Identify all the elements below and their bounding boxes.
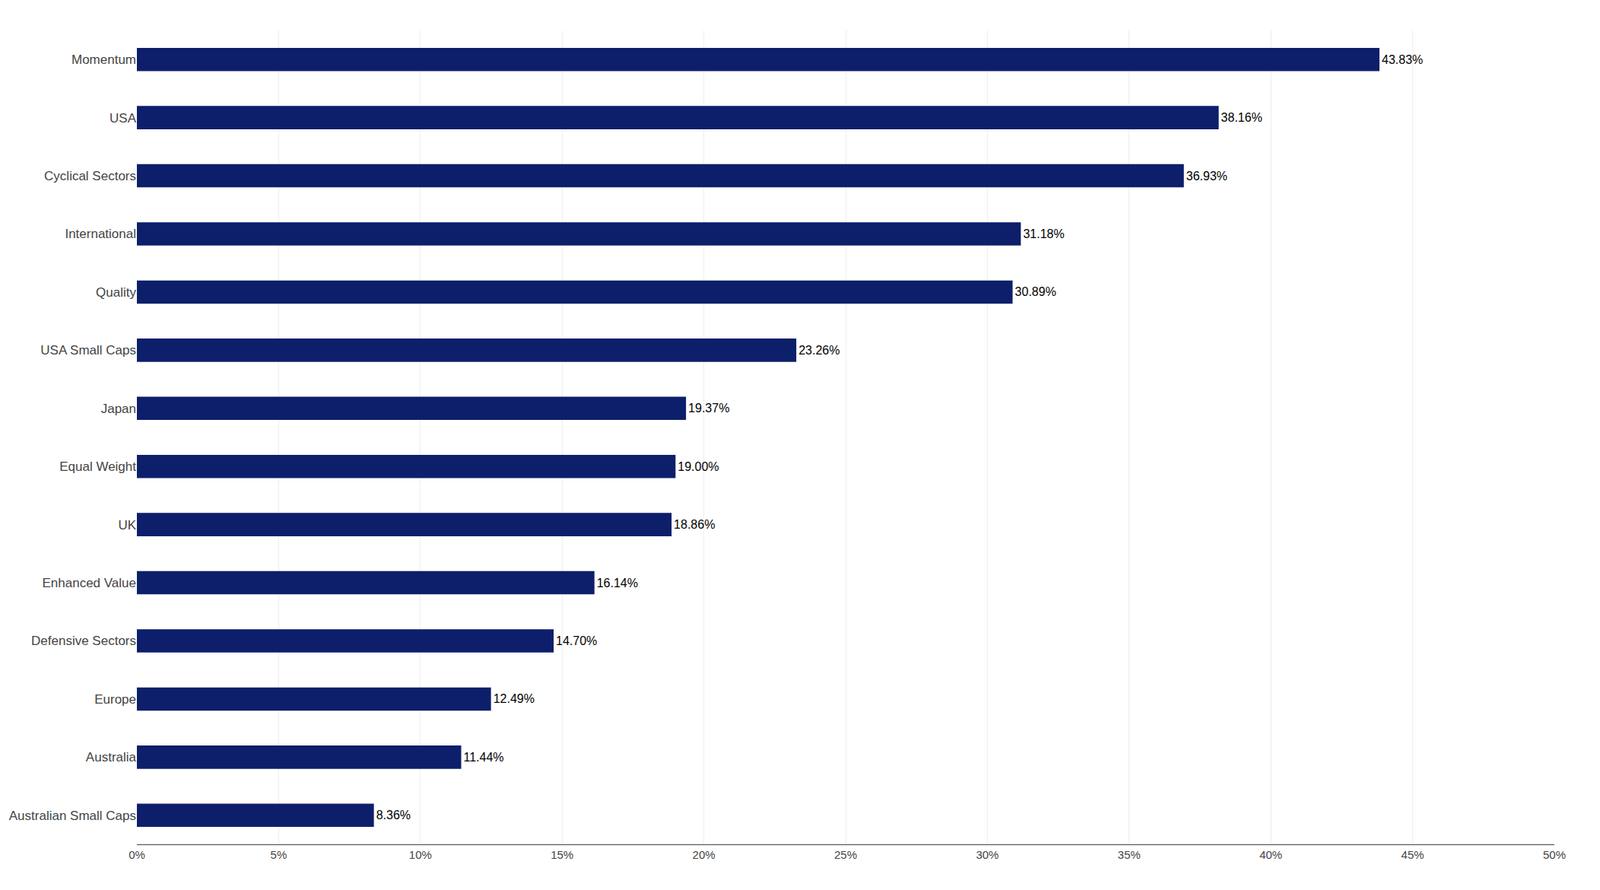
- svg-text:Momentum: Momentum: [71, 52, 137, 67]
- svg-text:15%: 15%: [550, 847, 574, 861]
- svg-text:23.26%: 23.26%: [798, 343, 840, 357]
- svg-text:5%: 5%: [270, 847, 288, 861]
- svg-text:30.89%: 30.89%: [1015, 285, 1057, 299]
- svg-text:10%: 10%: [409, 847, 432, 861]
- svg-text:19.37%: 19.37%: [688, 401, 730, 415]
- svg-text:Quality: Quality: [95, 285, 137, 300]
- svg-text:50%: 50%: [1542, 847, 1566, 861]
- svg-text:8.36%: 8.36%: [376, 808, 411, 822]
- svg-text:Europe: Europe: [94, 692, 137, 707]
- svg-text:36.93%: 36.93%: [1186, 169, 1228, 183]
- svg-text:UK: UK: [117, 517, 137, 533]
- svg-text:Enhanced Value: Enhanced Value: [41, 575, 137, 591]
- svg-text:Defensive Sectors: Defensive Sectors: [31, 633, 137, 648]
- svg-text:Australian Small Caps: Australian Small Caps: [9, 808, 137, 823]
- svg-text:16.14%: 16.14%: [596, 576, 639, 590]
- svg-text:USA Small Caps: USA Small Caps: [40, 342, 137, 358]
- svg-text:45%: 45%: [1401, 847, 1425, 861]
- svg-text:International: International: [64, 226, 137, 242]
- svg-text:31.18%: 31.18%: [1022, 227, 1064, 241]
- svg-text:18.86%: 18.86%: [673, 517, 715, 531]
- svg-text:35%: 35%: [1117, 847, 1141, 861]
- svg-text:43.83%: 43.83%: [1381, 53, 1423, 67]
- svg-text:20%: 20%: [692, 847, 716, 861]
- svg-text:40%: 40%: [1259, 847, 1283, 861]
- svg-text:19.00%: 19.00%: [677, 460, 719, 474]
- svg-text:38.16%: 38.16%: [1221, 111, 1263, 124]
- svg-text:Cyclical Sectors: Cyclical Sectors: [44, 168, 137, 184]
- svg-text:Australia: Australia: [85, 749, 137, 765]
- svg-text:25%: 25%: [834, 847, 858, 861]
- svg-text:14.70%: 14.70%: [555, 634, 597, 648]
- svg-text:11.44%: 11.44%: [463, 750, 504, 764]
- svg-text:Japan: Japan: [101, 401, 137, 416]
- svg-text:0%: 0%: [128, 847, 146, 861]
- svg-text:12.49%: 12.49%: [493, 692, 535, 705]
- svg-text:Equal Weight: Equal Weight: [59, 459, 137, 474]
- svg-text:USA: USA: [109, 111, 137, 126]
- svg-text:30%: 30%: [975, 847, 999, 861]
